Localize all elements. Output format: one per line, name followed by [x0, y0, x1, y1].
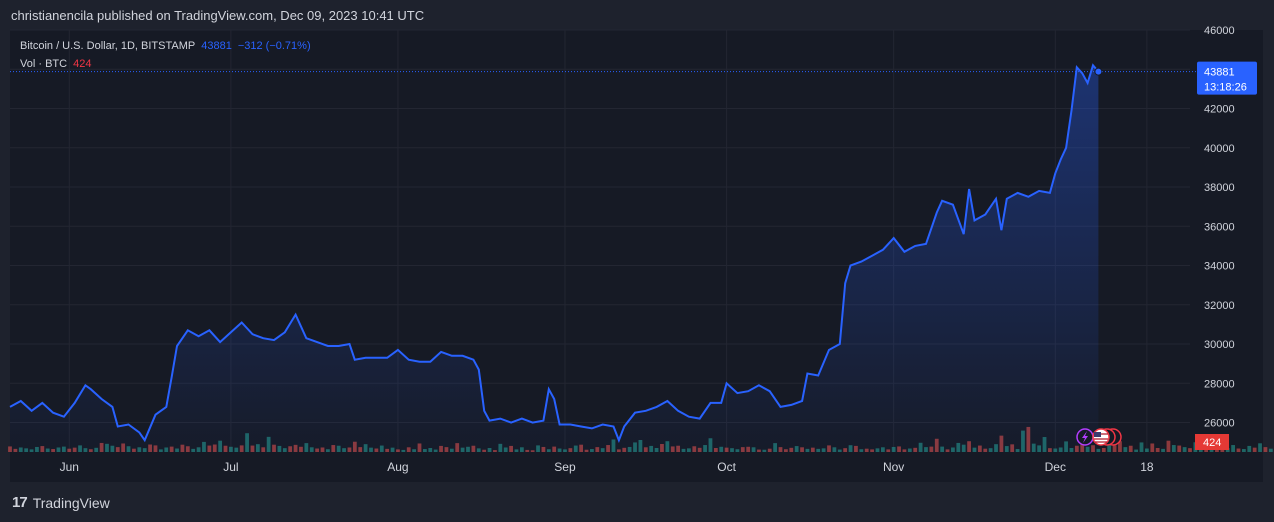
publish-line: christianencila published on TradingView… — [11, 8, 425, 23]
volume-bar — [1177, 445, 1182, 452]
volume-bar — [1150, 443, 1155, 452]
volume-bar — [1236, 448, 1241, 452]
volume-bar — [1112, 445, 1117, 452]
lightning-icon — [1082, 431, 1088, 443]
volume-bar — [1139, 442, 1144, 452]
footer-brand[interactable]: 17 TradingView — [12, 494, 110, 511]
x-tick-label: Dec — [1045, 460, 1066, 474]
price-area — [10, 65, 1099, 453]
price-line — [9, 63, 1100, 443]
y-tick-label: 34000 — [1204, 261, 1235, 273]
volume-bar — [1171, 445, 1176, 452]
volume-bar — [1145, 448, 1149, 452]
event-icons[interactable] — [1076, 428, 1122, 446]
price-change: −312 (−0.71%) — [237, 40, 311, 52]
volume-value: 424 — [73, 58, 92, 70]
x-tick-label: Jul — [223, 460, 238, 474]
last-price: 43881 — [201, 40, 232, 52]
volume-label[interactable]: Vol · BTC — [20, 58, 68, 70]
brand-name: TradingView — [32, 494, 110, 511]
volume-bar — [1182, 447, 1187, 452]
x-tick-label: Jun — [60, 460, 79, 474]
volume-bar — [1263, 447, 1268, 452]
y-tick-label: 42000 — [1204, 104, 1235, 116]
last-price-dot — [1094, 67, 1103, 76]
volume-bar — [1241, 449, 1246, 452]
volume-legend[interactable]: Vol · BTC 424 — [20, 58, 91, 70]
volume-bar — [1107, 443, 1112, 452]
symbol-legend[interactable]: Bitcoin / U.S. Dollar, 1D, BITSTAMP 43881… — [20, 40, 311, 52]
volume-bar — [1247, 445, 1252, 452]
volume-bar — [1096, 448, 1101, 452]
volume-bar — [1258, 443, 1262, 452]
volume-bar — [1231, 445, 1235, 452]
y-tick-label: 26000 — [1204, 418, 1235, 430]
volume-bar — [1161, 448, 1165, 452]
volume-bar — [1268, 448, 1273, 452]
volume-bar — [1188, 448, 1192, 452]
volume-badge: 424 — [1195, 434, 1229, 450]
volume-bar — [1123, 447, 1128, 452]
volume-bar — [1134, 449, 1139, 452]
y-tick-label: 38000 — [1204, 182, 1235, 194]
y-tick-label: 30000 — [1204, 339, 1235, 351]
volume-bar — [1155, 447, 1160, 452]
x-tick-label: Sep — [554, 460, 576, 474]
x-tick-label: Aug — [387, 460, 408, 474]
volume-bar — [1101, 447, 1106, 452]
volume-bar — [1252, 447, 1257, 452]
tradingview-logo-icon: 17 — [12, 494, 28, 511]
volume-bar — [1118, 441, 1122, 452]
volume-bar — [1128, 445, 1133, 452]
x-tick-label: 18 — [1140, 460, 1154, 474]
x-tick-label: Nov — [883, 460, 904, 474]
volume-badge-value: 424 — [1203, 437, 1221, 449]
symbol-name[interactable]: Bitcoin / U.S. Dollar, 1D, BITSTAMP — [20, 40, 196, 52]
y-tick-label: 40000 — [1204, 143, 1235, 155]
volume-bar — [1225, 448, 1230, 452]
price-badge-price: 43881 — [1204, 67, 1235, 79]
volume-bar — [1166, 440, 1171, 452]
price-badge: 43881 13:18:26 — [1197, 61, 1257, 95]
price-badge-countdown: 13:18:26 — [1204, 82, 1247, 94]
time-axis[interactable]: Jun Jul Aug Sep Oct Nov Dec 18 — [60, 460, 1154, 474]
y-tick-label: 28000 — [1204, 378, 1235, 390]
y-tick-label: 46000 — [1204, 25, 1235, 37]
y-tick-label: 32000 — [1204, 300, 1235, 312]
y-tick-label: 36000 — [1204, 221, 1235, 233]
x-tick-label: Oct — [717, 460, 736, 474]
